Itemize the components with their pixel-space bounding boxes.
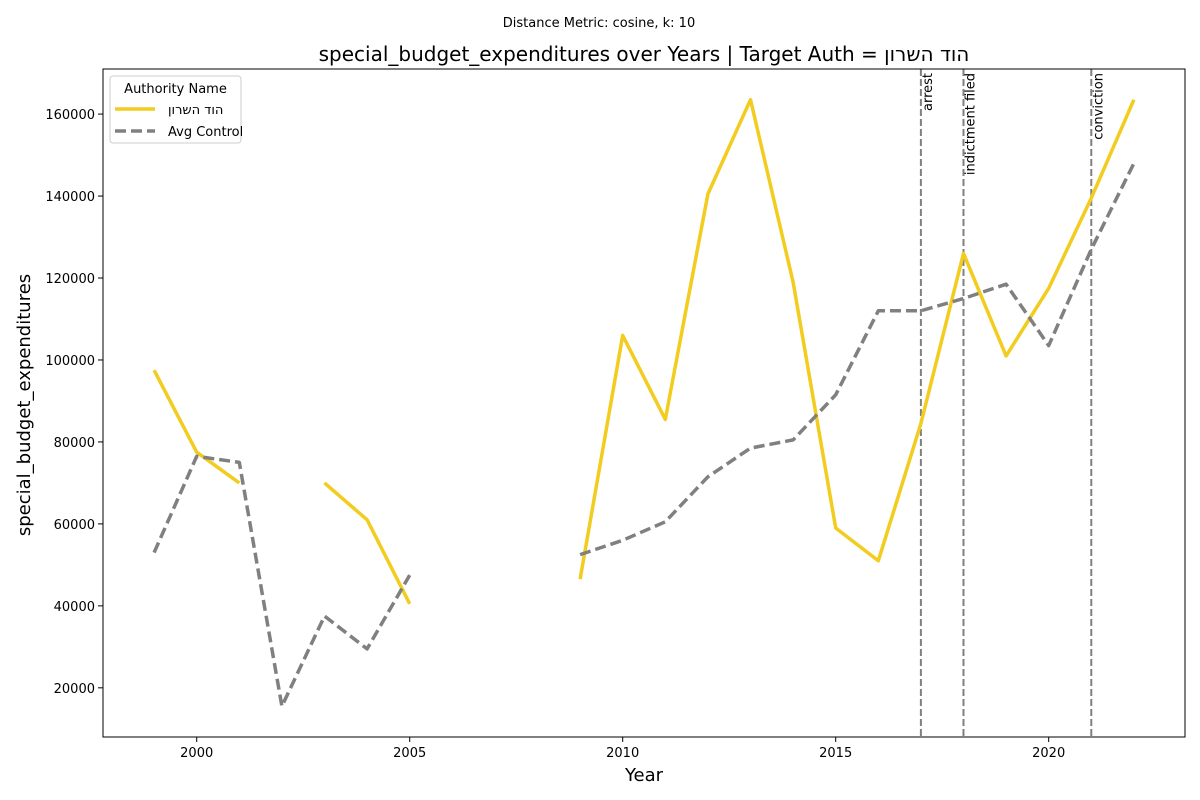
- chart-suptitle: Distance Metric: cosine, k: 10: [503, 16, 695, 31]
- data-point: [323, 614, 327, 618]
- data-point: [1132, 98, 1136, 102]
- data-point: [919, 309, 923, 313]
- event-label: indictment filed: [963, 73, 978, 175]
- y-tick-label: 120000: [45, 272, 95, 287]
- legend: Authority Name הוד השרון Avg Control: [109, 75, 243, 144]
- data-point: [323, 481, 327, 485]
- data-point: [408, 573, 412, 577]
- data-point: [365, 518, 369, 522]
- data-point: [876, 559, 880, 563]
- data-point: [748, 446, 752, 450]
- data-point: [1047, 286, 1051, 290]
- data-point: [1004, 282, 1008, 286]
- data-point: [578, 553, 582, 557]
- data-point: [961, 251, 965, 255]
- series-line: [579, 162, 1136, 557]
- y-tick-label: 60000: [54, 518, 95, 533]
- data-point: [237, 460, 241, 464]
- legend-box: [109, 75, 242, 144]
- plot-frame: [102, 68, 1186, 738]
- x-tick-label: 2000: [180, 746, 213, 761]
- y-tick-label: 100000: [45, 354, 95, 369]
- data-point: [578, 577, 582, 581]
- x-tick-label: 2020: [1032, 746, 1065, 761]
- data-point: [237, 481, 241, 485]
- chart-title: special_budget_expenditures over Years |…: [319, 42, 970, 66]
- data-point: [195, 454, 199, 458]
- data-point: [621, 538, 625, 542]
- x-tick-label: 2010: [606, 746, 639, 761]
- data-point: [1089, 247, 1093, 251]
- y-tick-label: 160000: [45, 108, 95, 123]
- data-point: [195, 450, 199, 454]
- data-point: [791, 280, 795, 284]
- series-line: [152, 369, 241, 485]
- series-line: [323, 481, 412, 605]
- plot-area: arrest indictment filed conviction 2000 2005…: [45, 68, 1186, 761]
- data-point: [706, 192, 710, 196]
- series-line: [152, 454, 412, 709]
- y-tick-label: 20000: [54, 682, 95, 697]
- x-tick-label: 2005: [393, 746, 426, 761]
- legend-title: Authority Name: [124, 82, 227, 97]
- data-point: [706, 475, 710, 479]
- data-point: [1004, 354, 1008, 358]
- data-point: [663, 520, 667, 524]
- series-line: [578, 97, 1136, 580]
- data-point: [748, 98, 752, 102]
- data-point: [280, 704, 284, 708]
- legend-label: הוד השרון: [168, 103, 223, 118]
- data-point: [919, 421, 923, 425]
- data-point: [1132, 161, 1136, 165]
- data-point: [365, 647, 369, 651]
- event-label: conviction: [1091, 73, 1106, 140]
- data-point: [961, 296, 965, 300]
- data-point: [663, 417, 667, 421]
- data-point: [834, 393, 838, 397]
- data-point: [152, 368, 156, 372]
- data-point: [834, 526, 838, 530]
- data-point: [152, 551, 156, 555]
- data-point: [876, 309, 880, 313]
- data-point: [791, 438, 795, 442]
- data-point: [1047, 344, 1051, 348]
- x-axis-title: Year: [624, 765, 664, 786]
- data-point: [1089, 196, 1093, 200]
- event-label: arrest: [921, 73, 936, 111]
- data-point: [408, 602, 412, 606]
- data-point: [621, 333, 625, 337]
- y-tick-label: 140000: [45, 190, 95, 205]
- x-tick-label: 2015: [819, 746, 852, 761]
- legend-label: Avg Control: [168, 125, 243, 140]
- y-axis-title: special_budget_expenditures: [14, 274, 35, 536]
- y-tick-label: 80000: [54, 436, 95, 451]
- y-tick-label: 40000: [54, 600, 95, 615]
